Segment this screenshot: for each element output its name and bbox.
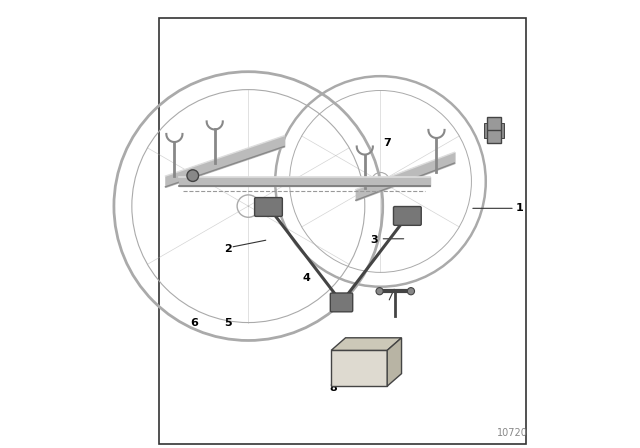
Bar: [484, 123, 486, 138]
Polygon shape: [387, 338, 401, 386]
Circle shape: [376, 288, 383, 295]
Text: 3: 3: [370, 235, 378, 245]
FancyBboxPatch shape: [255, 198, 282, 216]
Text: 7: 7: [383, 138, 391, 148]
Bar: [332, 350, 387, 386]
Text: 4: 4: [303, 273, 310, 283]
Polygon shape: [332, 338, 401, 350]
Text: 1: 1: [515, 203, 524, 213]
Bar: [501, 123, 504, 138]
Text: 2: 2: [224, 244, 232, 254]
Bar: [159, 18, 526, 444]
FancyBboxPatch shape: [330, 293, 353, 312]
Text: 5: 5: [225, 318, 232, 327]
Text: 10720: 10720: [497, 428, 529, 438]
Circle shape: [187, 170, 198, 181]
Circle shape: [408, 288, 415, 295]
Text: 6: 6: [191, 318, 198, 327]
FancyBboxPatch shape: [394, 207, 421, 225]
Text: 8: 8: [330, 383, 337, 392]
Bar: [486, 117, 501, 143]
Text: 9: 9: [491, 132, 499, 142]
